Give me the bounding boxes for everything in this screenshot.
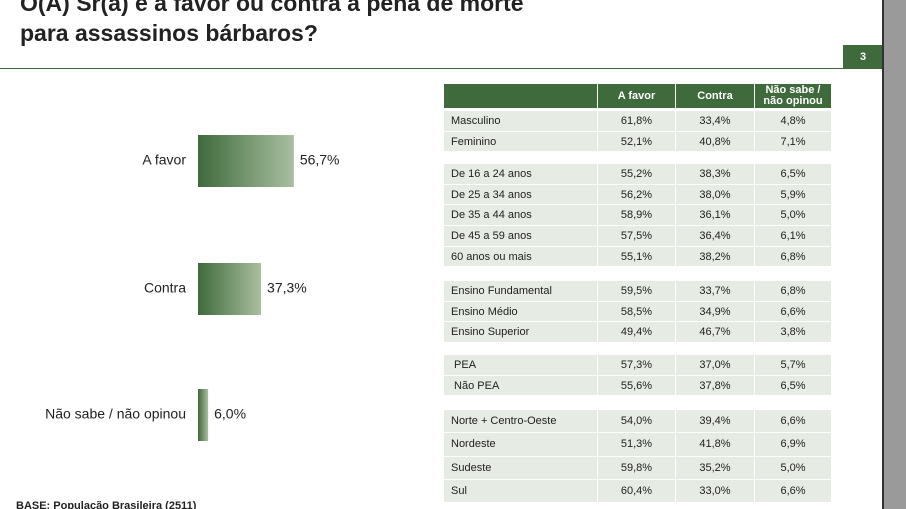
table-cell: 3,8% <box>755 322 832 344</box>
table-cell: 57,5% <box>598 226 676 247</box>
table-cell: Norte + Centro-Oeste <box>444 410 598 434</box>
table-cell: 46,7% <box>676 322 755 344</box>
table-cell: 6,6% <box>755 301 832 323</box>
table-cell: 5,0% <box>755 456 832 480</box>
table-cell: 38,2% <box>676 246 755 268</box>
value-label: 37,3% <box>267 280 307 296</box>
bar <box>198 135 294 187</box>
table-cell: 49,4% <box>598 322 676 344</box>
table-cell: 59,5% <box>598 281 676 302</box>
table-cell: 38,3% <box>676 164 755 185</box>
value-label: 6,0% <box>214 406 246 422</box>
table-cell: Contra <box>676 84 755 109</box>
table-cell: PEA <box>444 355 598 376</box>
table-cell: 37,0% <box>676 355 755 376</box>
rule <box>0 68 843 69</box>
table-cell: Sul <box>444 479 598 504</box>
table-cell: 33,0% <box>676 479 755 504</box>
table-cell: Ensino Superior <box>444 322 598 344</box>
bar <box>198 389 209 441</box>
table-cell: 51,3% <box>598 433 676 457</box>
table-cell: A favor <box>598 84 676 109</box>
table-cell: Não PEA <box>444 375 598 397</box>
table-cell: De 45 a 59 anos <box>444 226 598 247</box>
table-cell: Não sabe / não opinou <box>755 84 832 109</box>
table-cell: Ensino Fundamental <box>444 281 598 302</box>
table-cell: Sudeste <box>444 456 598 480</box>
table-cell: 6,1% <box>755 226 832 247</box>
category-label: A favor <box>142 152 186 168</box>
table-cell: 55,1% <box>598 246 676 268</box>
table-cell: 5,0% <box>755 205 832 227</box>
table-cell: 6,9% <box>755 433 832 457</box>
table-cell: 59,8% <box>598 456 676 480</box>
table-cell: 6,6% <box>755 410 832 434</box>
value-label: 56,7% <box>300 152 340 168</box>
table-cell: 33,4% <box>676 111 755 132</box>
table-cell: 40,8% <box>676 131 755 153</box>
title-line: O(A) Sr(a) é a favor ou contra a pena de… <box>20 0 524 16</box>
table-cell: 5,9% <box>755 184 832 206</box>
table-cell: De 25 a 34 anos <box>444 184 598 206</box>
table-cell: 4,8% <box>755 111 832 132</box>
table-cell: 61,8% <box>598 111 676 132</box>
table-cell: Masculino <box>444 111 598 132</box>
table-cell: 36,4% <box>676 226 755 247</box>
table-cell: 52,1% <box>598 131 676 153</box>
table-cell: 5,7% <box>755 355 832 376</box>
chart: A favor 56,7% Contra 37,3% Não sabe / não op… <box>45 135 340 441</box>
category-label: Não sabe / não opinou <box>45 406 186 422</box>
table-cell: 36,1% <box>676 205 755 227</box>
table-cell: 55,6% <box>598 375 676 397</box>
table-cell: 41,8% <box>676 433 755 457</box>
table-cell: 37,8% <box>676 375 755 397</box>
table-cell: 33,7% <box>676 281 755 302</box>
table-cell: 6,8% <box>755 281 832 302</box>
table-cell: 6,6% <box>755 479 832 504</box>
table-cell: 6,5% <box>755 375 832 397</box>
table-cell: 39,4% <box>676 410 755 434</box>
table-cell: 60,4% <box>598 479 676 504</box>
table-cell: Nordeste <box>444 433 598 457</box>
bar <box>198 263 262 315</box>
table-cell: 58,5% <box>598 301 676 323</box>
table-cell: 35,2% <box>676 456 755 480</box>
table-cell: 60 anos ou mais <box>444 246 598 268</box>
table-cell <box>444 84 598 109</box>
table-cell: 6,8% <box>755 246 832 268</box>
table-cell: 54,0% <box>598 410 676 434</box>
table-cell: Ensino Médio <box>444 301 598 323</box>
table-cell: 58,9% <box>598 205 676 227</box>
footer: BASE: População Brasileira (2511) <box>16 500 197 509</box>
table-cell: 55,2% <box>598 164 676 185</box>
table-cell: 57,3% <box>598 355 676 376</box>
table-cell: 6,5% <box>755 164 832 185</box>
page-number: 3 <box>843 45 882 69</box>
table-cell: 7,1% <box>755 131 832 153</box>
table-cell: De 35 a 44 anos <box>444 205 598 227</box>
table-cell: Feminino <box>444 131 598 153</box>
title-line: para assassinos bárbaros? <box>20 20 318 46</box>
table-cell: 34,9% <box>676 301 755 323</box>
category-label: Contra <box>144 280 186 296</box>
table-cell: 56,2% <box>598 184 676 206</box>
table-cell: 38,0% <box>676 184 755 206</box>
table-cell: De 16 a 24 anos <box>444 164 598 185</box>
slide: O(A) Sr(a) é a favor ou contra a pena de… <box>0 0 884 509</box>
